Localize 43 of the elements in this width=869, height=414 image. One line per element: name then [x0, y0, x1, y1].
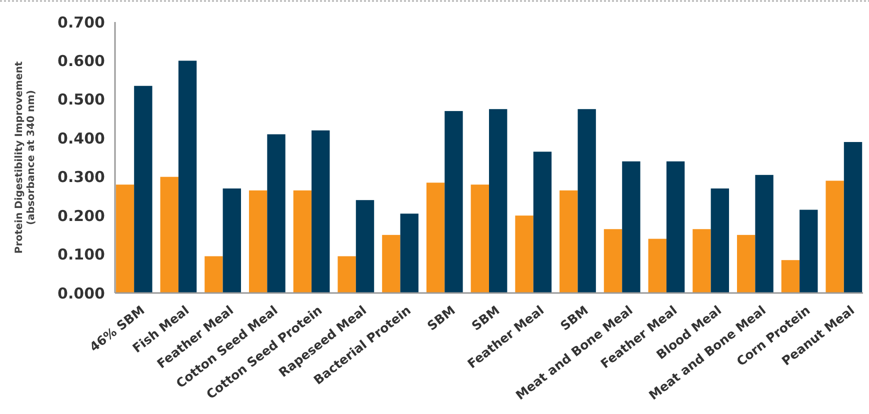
bar [222, 188, 241, 293]
bar [710, 188, 730, 293]
bar [604, 229, 622, 293]
bar [692, 229, 711, 293]
bar [382, 234, 400, 293]
y-tick-label: 0.400 [58, 129, 105, 148]
bar [515, 216, 534, 293]
bar [781, 260, 800, 293]
bar [737, 234, 756, 293]
bar [560, 190, 578, 293]
bar [338, 256, 356, 293]
y-tick-label: 0.500 [58, 90, 105, 109]
y-tick-label: 0.200 [58, 206, 105, 225]
bar [648, 238, 666, 293]
y-tick-label: 0.000 [58, 284, 105, 302]
bar [826, 180, 844, 293]
y-tick-label: 0.100 [58, 246, 105, 264]
bar [178, 60, 197, 293]
bar [666, 161, 685, 293]
bar [160, 176, 178, 293]
bar [444, 111, 463, 293]
y-tick-label: 0.700 [58, 13, 105, 32]
bar [578, 109, 596, 293]
bar [489, 109, 508, 293]
bar [755, 174, 774, 293]
y-tick-label: 0.300 [58, 168, 105, 186]
bar [800, 210, 818, 293]
y-tick-label: 0.600 [58, 52, 105, 70]
bar [312, 130, 330, 293]
bar [426, 182, 445, 293]
bar [356, 200, 374, 293]
bar [533, 152, 552, 293]
y-axis-title: Protein Digestibility Improvement (absorbance at 340 nm) [14, 61, 37, 254]
bar [622, 161, 640, 293]
bar [844, 142, 862, 293]
bar [293, 190, 312, 293]
bar [134, 86, 152, 293]
bar [470, 184, 489, 293]
bar [116, 184, 134, 293]
bar [248, 190, 268, 293]
bar [400, 214, 418, 293]
bar [204, 256, 223, 293]
bar [267, 134, 286, 293]
